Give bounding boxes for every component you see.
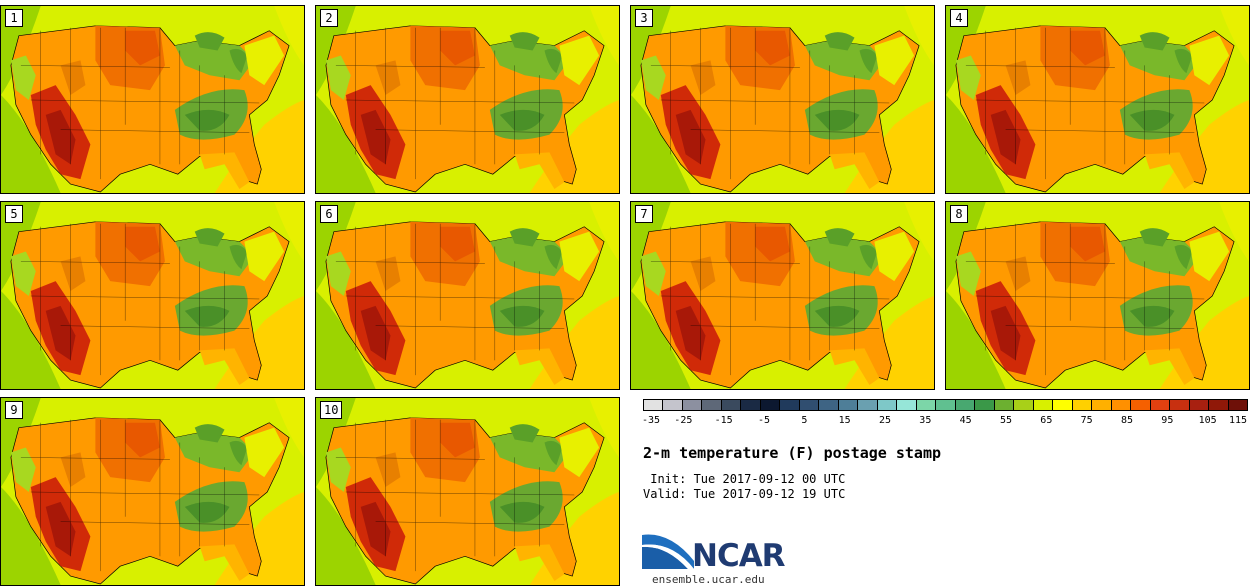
temperature-map [316,202,619,389]
temperature-map [631,202,934,389]
colorbar-swatch-0 [644,400,664,410]
colorbar-tick-label: 5 [801,415,808,426]
member-panel-6: 6 [315,201,620,390]
colorbar-tick-label: 95 [1161,415,1174,426]
colorbar-swatch-7 [780,400,800,410]
colorbar-swatch-5 [741,400,761,410]
colorbar-swatch-28 [1189,400,1210,410]
member-panel-1: 1 [0,5,305,194]
member-panel-9: 9 [0,397,305,586]
temperature-colorbar: -35 -25 -15 -5 5 15 25 35 45 55 65 75 85 95 105 115 [641,399,1248,429]
temperature-map [1,6,304,193]
colorbar-tick-label: 85 [1120,415,1134,426]
colorbar-swatch-8 [799,400,820,410]
colorbar-tick-label: 25 [878,415,892,426]
temperature-map [946,202,1249,389]
colorbar-tick-label: 75 [1080,415,1093,426]
logo-wordmark: NCAR [692,538,786,574]
colorbar-tick-label: -25 [674,415,693,426]
colorbar-swatch-18 [994,400,1015,410]
member-panel-4: 4 [945,5,1250,194]
init-time: Init: Tue 2017-09-12 00 UTC [643,472,846,486]
temperature-map [1,398,304,585]
member-panel-7: 7 [630,201,935,390]
colorbar-swatch-11 [858,400,878,410]
valid-time: Valid: Tue 2017-09-12 19 UTC [643,487,846,501]
colorbar-tick-label: 115 [1228,415,1248,426]
colorbar-swatch-10 [838,400,859,410]
colorbar-tick-labels: -35 -25 -15 -5 5 15 25 35 45 55 65 75 85 95 105 115 [641,415,1248,429]
colorbar-tick-label: 105 [1198,415,1217,426]
colorbar-swatch-2 [682,400,703,410]
colorbar-swatch-12 [877,400,898,410]
temperature-map [316,398,619,585]
colorbar-swatch-23 [1092,400,1112,410]
colorbar-swatch-30 [1228,400,1248,410]
colorbar-tick-label: 15 [838,415,851,426]
colorbar-swatch-1 [663,400,683,410]
colorbar-swatch-17 [975,400,995,410]
colorbar-swatch-14 [916,400,937,410]
temperature-map [316,6,619,193]
member-panel-3: 3 [630,5,935,194]
colorbar-swatch-3 [702,400,722,410]
member-number-label: 1 [5,9,23,27]
colorbar-swatch-6 [760,400,781,410]
colorbar-swatch-20 [1033,400,1054,410]
colorbar-tick-label: 35 [919,415,932,426]
member-panel-8: 8 [945,201,1250,390]
member-number-label: 5 [5,205,23,223]
colorbar-tick-label: 45 [959,415,972,426]
colorbar-swatch-22 [1072,400,1093,410]
colorbar-swatch-24 [1111,400,1132,410]
colorbar-swatch-9 [819,400,839,410]
member-number-label: 9 [5,401,23,419]
member-number-label: 7 [635,205,653,223]
product-title: 2-m temperature (F) postage stamp [643,444,942,462]
colorbar-swatch-15 [936,400,956,410]
member-number-label: 4 [950,9,968,27]
colorbar-swatch-25 [1131,400,1151,410]
ncar-logo-icon [642,534,694,569]
colorbar-swatch-26 [1150,400,1171,410]
temperature-map [1,202,304,389]
site-url: ensemble.ucar.edu [652,573,765,586]
colorbar-swatch-16 [955,400,976,410]
colorbar-tick-label: -15 [714,415,733,426]
colorbar-swatch-21 [1053,400,1073,410]
colorbar-swatch-13 [897,400,917,410]
colorbar-tick-label: -35 [641,415,661,426]
colorbar-tick-label: 65 [1040,415,1053,426]
colorbar-tick-label: -5 [757,415,771,426]
member-panel-2: 2 [315,5,620,194]
colorbar-swatches [643,399,1248,411]
member-panel-5: 5 [0,201,305,390]
colorbar-swatch-27 [1170,400,1190,410]
member-number-label: 2 [320,9,338,27]
colorbar-swatch-19 [1014,400,1034,410]
colorbar-tick-label: 55 [999,415,1013,426]
temperature-map [631,6,934,193]
colorbar-swatch-29 [1209,400,1229,410]
member-number-label: 3 [635,9,653,27]
member-number-label: 6 [320,205,338,223]
temperature-map [946,6,1249,193]
member-number-label: 10 [320,401,343,419]
colorbar-swatch-4 [721,400,742,410]
member-number-label: 8 [950,205,968,223]
member-panel-10: 10 [315,397,620,586]
